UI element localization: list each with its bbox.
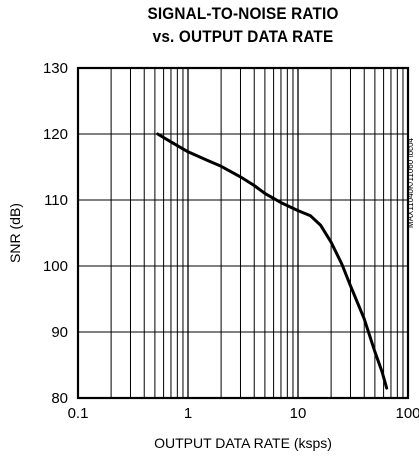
x-tick-label: 100 (395, 405, 419, 422)
plot-frame (76, 66, 410, 400)
y-tick-label: 130 (43, 60, 68, 77)
chart-title-line-2: vs. OUTPUT DATA RATE (152, 27, 334, 46)
grid-lines (78, 68, 408, 398)
x-tick-labels: 0.1 1 10 100 (68, 405, 419, 422)
x-tick-label: 0.1 (68, 405, 89, 422)
y-tick-label: 90 (51, 324, 68, 341)
y-tick-label: 80 (51, 390, 68, 407)
chart-title-line-1: SIGNAL-TO-NOISE RATIO (147, 4, 339, 23)
y-tick-label: 110 (44, 192, 68, 209)
y-tick-label: 120 (43, 126, 68, 143)
x-tick-label: 1 (184, 405, 192, 422)
y-tick-labels: 80 90 100 110 120 130 (43, 60, 68, 407)
y-tick-label: 100 (43, 258, 68, 275)
part-number-watermark: MAX11040K/11060 toc04 (406, 137, 415, 228)
x-tick-label: 10 (290, 405, 307, 422)
y-axis-label: SNR (dB) (7, 203, 23, 263)
snr-curve (156, 132, 389, 390)
x-axis-label: OUTPUT DATA RATE (ksps) (154, 435, 332, 451)
